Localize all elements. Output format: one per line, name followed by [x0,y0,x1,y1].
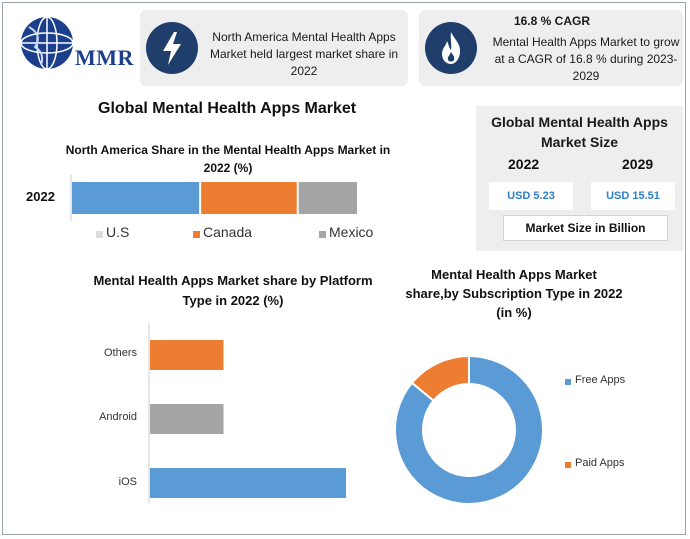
market-size-panel: Global Mental Health Apps Market Size 20… [476,106,683,251]
donut-slice-paid-apps [410,354,470,403]
donut-slice-free-apps [394,354,544,505]
north-america-chart-title: North America Share in the Mental Health… [65,143,391,175]
market-size-value-2022: USD 5.23 [489,182,573,210]
market-size-year-2022: 2022 [508,156,540,172]
market-size-unit: Market Size in Billion [503,215,668,241]
market-size-title: Global Mental Health Apps Market Size [491,114,668,150]
legend-swatch-canada [193,231,200,238]
legend-label-mexico: Mexico [329,224,374,240]
platform-label-android: Android [99,411,137,423]
bar-segment-us [72,182,200,214]
cagr-text: Mental Health Apps Market to grow at a C… [492,35,680,83]
cagr-info-box: 16.8 % CAGR Mental Health Apps Market to… [419,10,683,86]
legend-label-free-apps: Free Apps [575,374,626,386]
bar-ios [150,468,346,498]
legend-swatch-free-apps [565,379,571,385]
north-america-category-label: 2022 [26,189,55,204]
legend-label-canada: Canada [203,224,253,240]
platform-label-ios: iOS [118,476,137,488]
north-america-share-chart [70,175,357,221]
subscription-chart-title: Mental Health Apps Market share,by Subsc… [405,267,623,320]
legend-label-paid-apps: Paid Apps [575,457,625,469]
legend-swatch-paid-apps [565,462,571,468]
cagr-title: 16.8 % CAGR [513,14,591,28]
platform-type-chart [148,323,346,503]
mmr-logo: MMR [15,13,145,73]
platform-chart-title: Mental Health Apps Market share by Platf… [93,273,373,308]
market-size-year-2029: 2029 [622,156,654,172]
globe-icon [20,16,74,70]
bar-segment-canada [201,182,297,214]
subscription-type-donut [394,354,544,505]
north-america-info-box: North America Mental Health Apps Market … [140,10,408,86]
logo-text: MMR [75,45,134,70]
platform-label-others: Others [103,347,137,359]
legend-label-us: U.S [106,224,130,240]
legend-swatch-mexico [319,231,326,238]
lightning-icon [146,22,198,74]
bar-segment-mexico [298,182,357,214]
bar-android [150,404,224,434]
flame-icon [425,22,477,74]
legend-swatch-us [96,231,103,238]
bar-others [150,340,224,370]
market-size-value-2029: USD 15.51 [591,182,675,210]
main-title: Global Mental Health Apps Market [98,100,357,117]
north-america-info-text: North America Mental Health Apps Market … [209,30,399,78]
